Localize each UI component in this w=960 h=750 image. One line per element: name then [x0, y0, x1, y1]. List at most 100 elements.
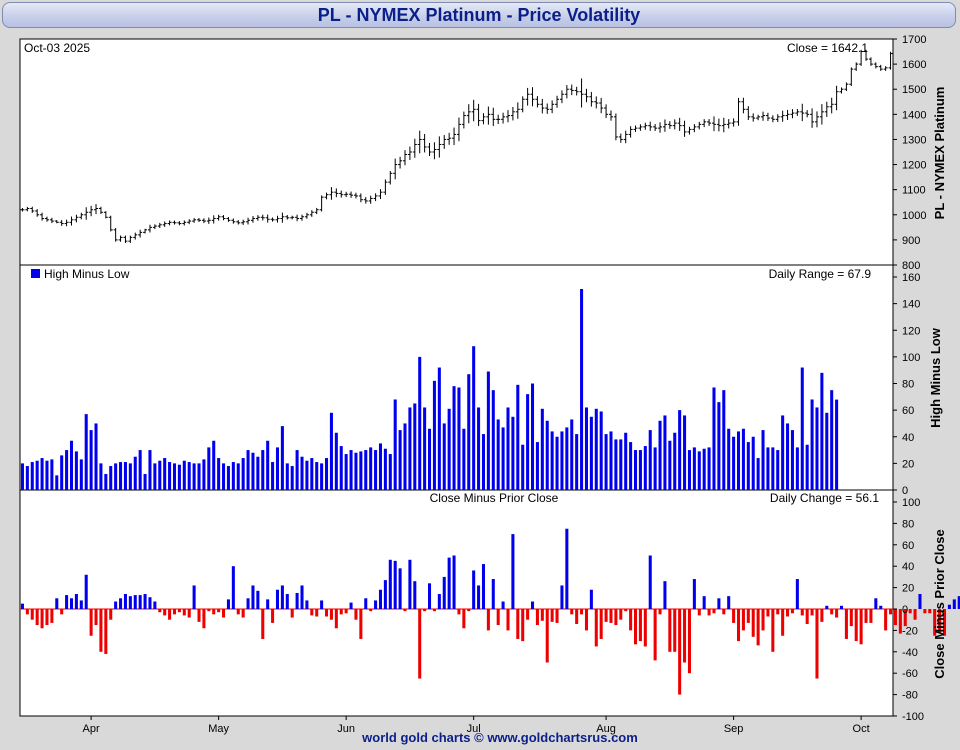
x-month-label: Jul [467, 723, 481, 735]
range-bar [805, 444, 809, 490]
price-bar [447, 132, 452, 145]
change-bar [163, 609, 167, 616]
change-bar [800, 609, 804, 616]
range-bar [138, 450, 142, 490]
change-bar [707, 609, 711, 616]
change-bar [614, 609, 618, 626]
range-bar [123, 462, 127, 490]
price-bar [152, 224, 157, 230]
range-bar [55, 475, 59, 490]
change-bar [815, 609, 819, 679]
range-bar [776, 450, 780, 490]
price-bar [319, 195, 324, 212]
change-bar [565, 528, 569, 609]
change-bar [89, 609, 93, 636]
price-bar [599, 97, 604, 114]
change-ytick-label: -80 [902, 690, 918, 702]
price-bar [888, 51, 893, 70]
price-bar [702, 119, 707, 128]
price-bar [422, 133, 427, 153]
price-bar [780, 110, 785, 122]
range-ytick-label: 20 [902, 458, 914, 470]
range-bar [516, 384, 520, 490]
x-month-label: Jun [337, 723, 355, 735]
price-bar [275, 215, 280, 223]
price-bar [241, 219, 246, 225]
change-bar [60, 609, 64, 615]
change-bar [805, 609, 809, 624]
change-bar [722, 609, 726, 615]
range-bar [143, 474, 147, 490]
change-bar [472, 570, 476, 609]
change-bar [69, 598, 74, 609]
range-ytick-label: 0 [902, 485, 908, 497]
change-bar [820, 609, 824, 622]
price-bar [658, 122, 663, 133]
range-ytick-label: 80 [902, 379, 914, 391]
price-bar [555, 95, 560, 108]
range-bar [177, 464, 181, 490]
price-bar [731, 118, 736, 127]
range-panel [20, 288, 839, 490]
change-bar [575, 609, 579, 624]
price-bar [819, 104, 824, 125]
range-bar [810, 399, 814, 490]
range-bar [477, 407, 481, 490]
range-bar [60, 455, 64, 490]
change-bar [692, 579, 696, 609]
change-bar [511, 534, 515, 609]
range-bar [388, 454, 392, 490]
price-bar [64, 219, 69, 227]
change-bar [604, 609, 608, 622]
range-bar [168, 462, 172, 490]
price-bar [510, 106, 515, 121]
range-bar [246, 450, 250, 490]
price-bar [790, 109, 795, 119]
range-bar [413, 403, 417, 490]
change-bar [334, 609, 338, 629]
price-bar [74, 214, 79, 223]
change-bar [153, 601, 157, 609]
range-bar [800, 367, 804, 490]
price-ytick-label: 800 [902, 260, 920, 272]
price-bar [672, 119, 677, 130]
change-bar [835, 609, 839, 618]
range-ytick-label: 40 [902, 432, 914, 444]
close-label: Close = 1642.1 [787, 41, 868, 55]
price-bar [94, 204, 99, 215]
range-bar [771, 447, 775, 490]
range-bar [222, 463, 226, 490]
change-ytick-label: -20 [902, 625, 918, 637]
price-bar [486, 106, 491, 125]
price-bar [883, 66, 888, 71]
price-bar [854, 62, 859, 71]
price-ytick-label: 1000 [902, 210, 926, 222]
price-bar [285, 215, 290, 220]
price-bar [604, 104, 609, 119]
range-bar [457, 387, 461, 490]
change-bar [673, 609, 677, 652]
change-ytick-label: -60 [902, 668, 918, 680]
change-bar [521, 609, 525, 642]
price-bar [40, 212, 45, 221]
price-bar [496, 114, 501, 125]
range-bar [643, 446, 647, 490]
range-bar [673, 432, 677, 490]
price-bar [231, 218, 236, 224]
range-bar [275, 447, 280, 490]
change-bar [344, 609, 348, 614]
range-bar [599, 411, 603, 490]
price-bar [339, 190, 344, 198]
price-bar [726, 119, 731, 129]
range-bar [668, 440, 672, 490]
change-bar [123, 594, 127, 609]
price-bar [633, 125, 638, 133]
price-bar [834, 85, 839, 111]
range-bar [172, 463, 177, 490]
range-bar [687, 450, 691, 490]
range-annotation: Daily Range = 67.9 [769, 267, 872, 281]
change-bar [741, 609, 745, 631]
change-bar [271, 609, 275, 623]
change-bar [717, 598, 721, 609]
